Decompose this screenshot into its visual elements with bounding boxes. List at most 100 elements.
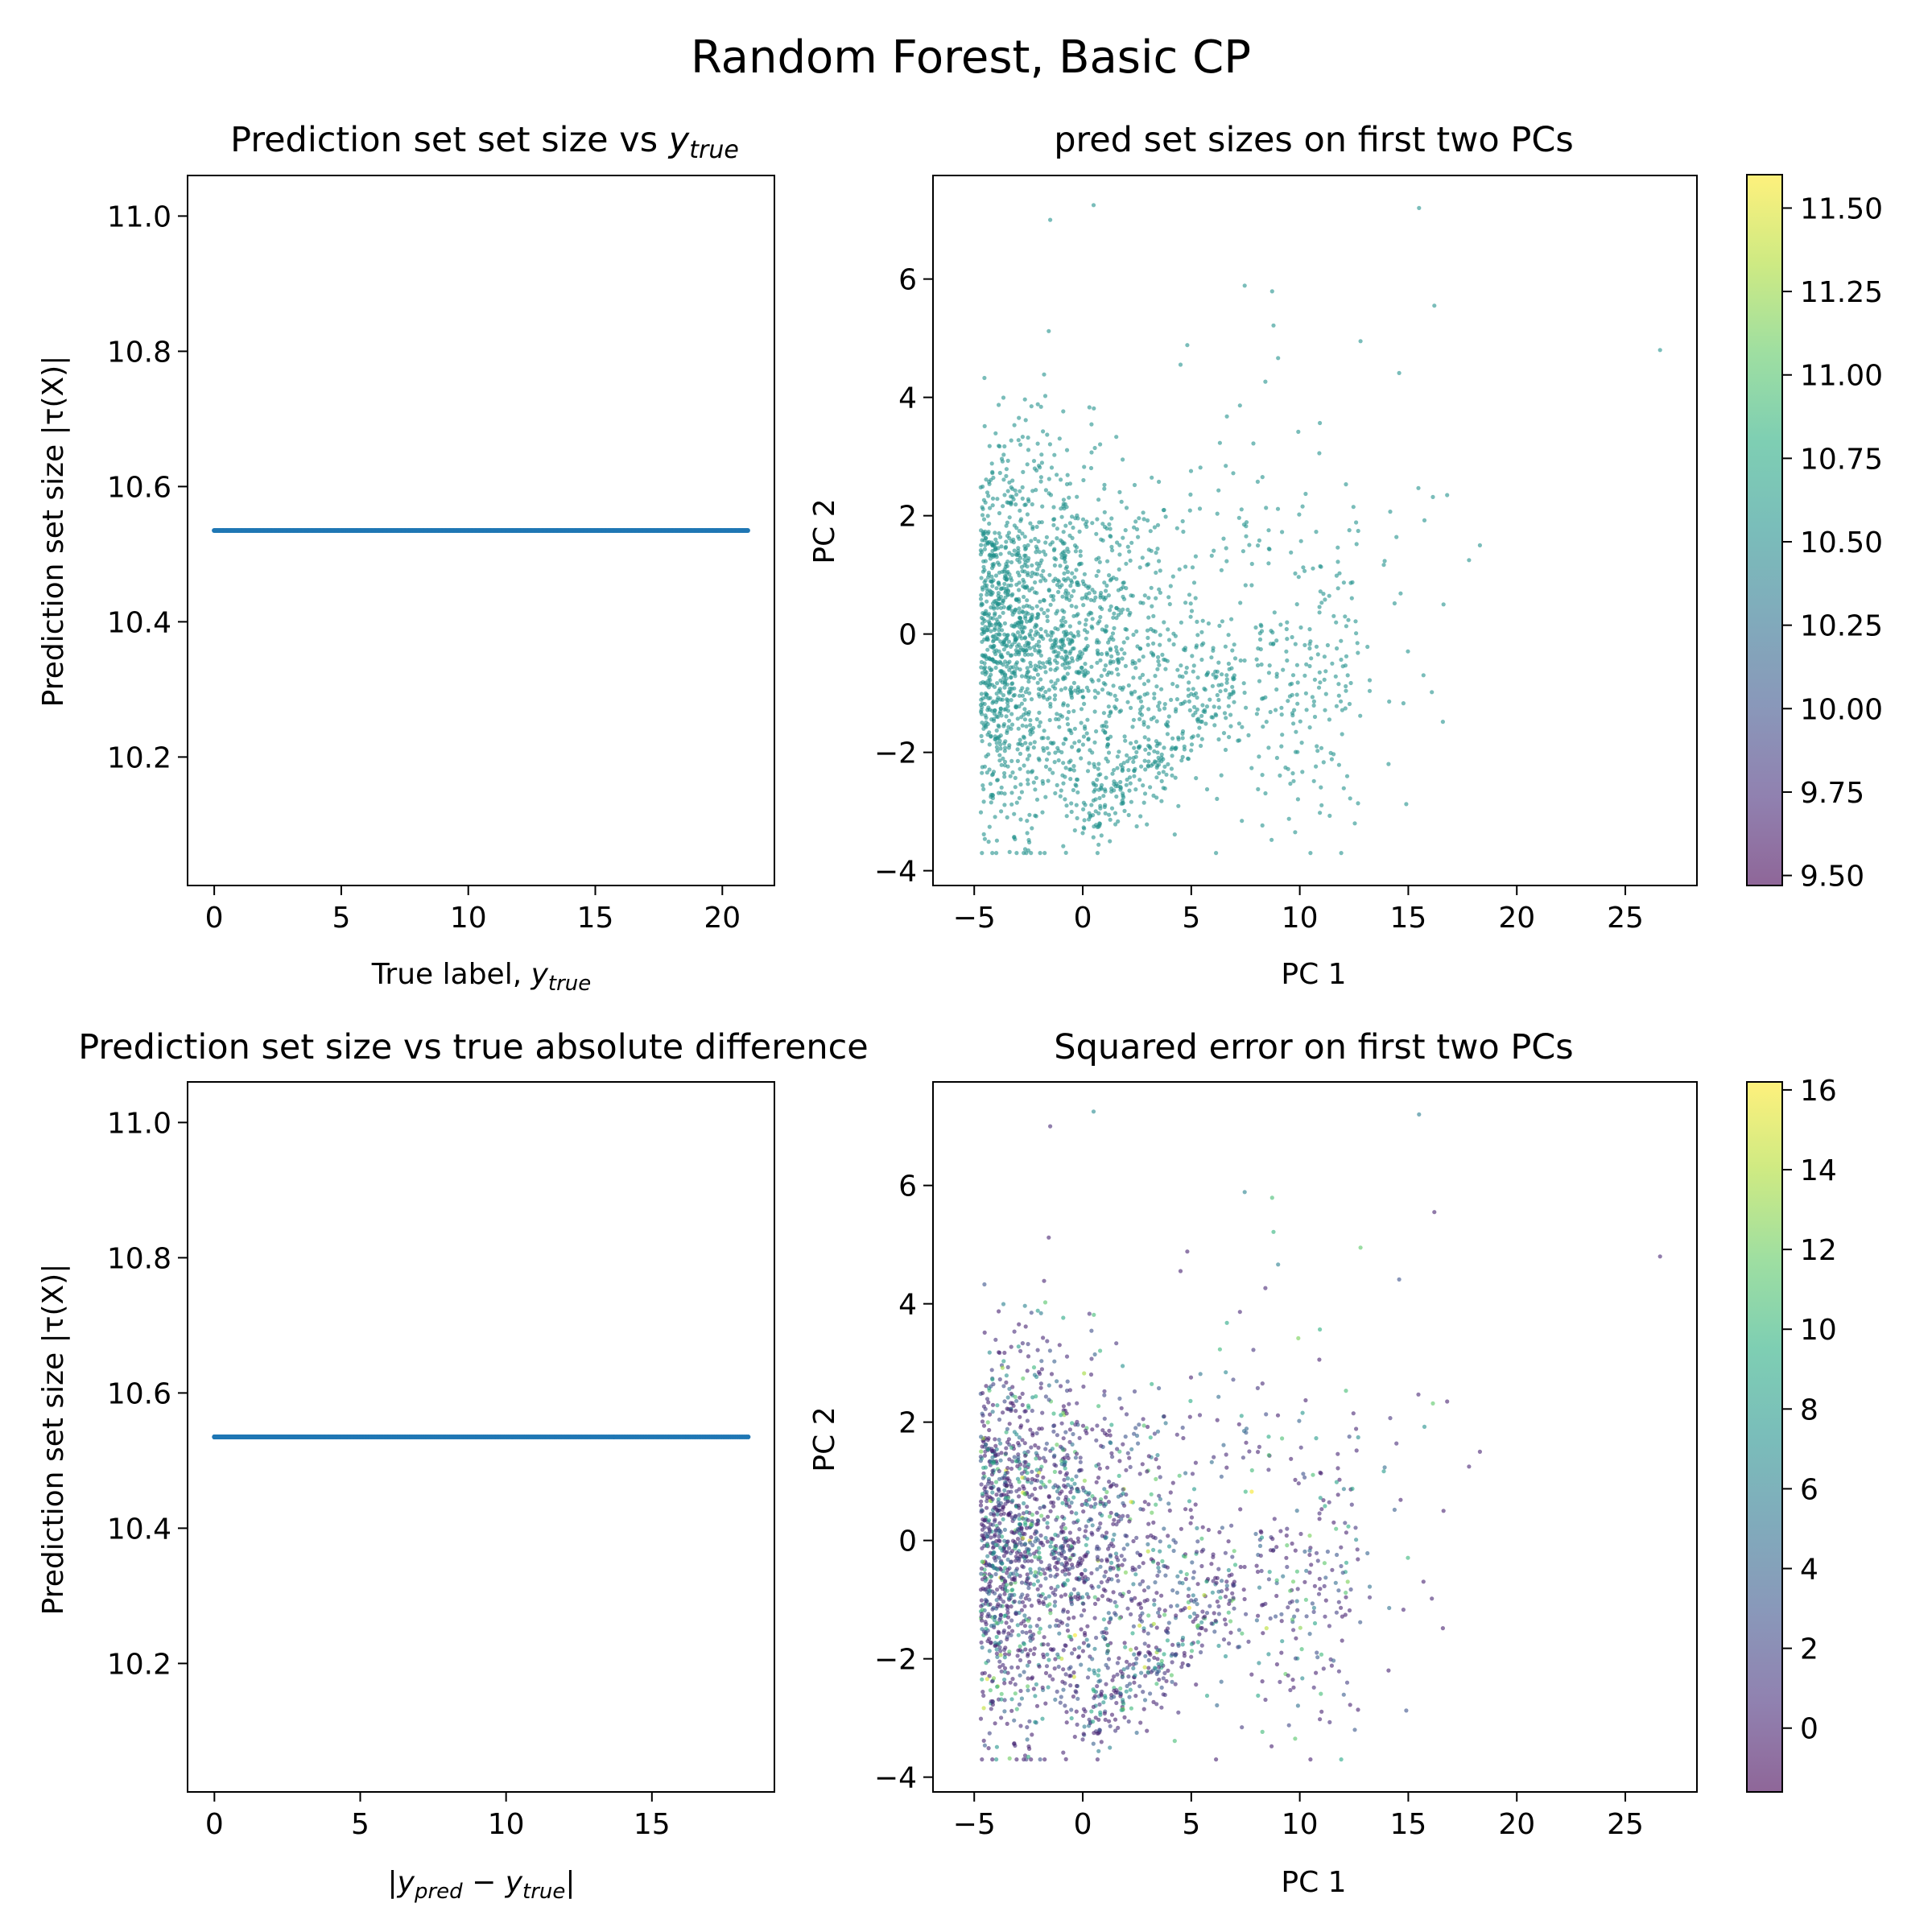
scatter-point (1026, 1354, 1031, 1359)
scatter-point (1126, 768, 1131, 773)
scatter-point (1010, 681, 1015, 686)
scatter-point (1017, 693, 1022, 698)
scatter-point (1026, 611, 1030, 616)
scatter-point (1281, 1574, 1286, 1579)
scatter-point (1042, 598, 1046, 603)
scatter-point (1004, 714, 1009, 719)
scatter-point (1054, 640, 1059, 645)
scatter-point (1056, 1557, 1061, 1562)
scatter-point (1067, 495, 1071, 500)
scatter-point (1063, 1592, 1067, 1597)
scatter-point (1076, 1539, 1081, 1544)
scatter-point (1037, 1567, 1042, 1571)
scatter-point (1206, 1527, 1211, 1533)
scatter-point (1097, 821, 1102, 826)
scatter-point (1116, 657, 1121, 662)
scatter-point (1129, 1647, 1133, 1652)
scatter-point (1014, 1707, 1019, 1711)
scatter-point (985, 628, 989, 633)
scatter-point (1116, 672, 1121, 677)
scatter-point (1137, 1564, 1141, 1569)
scatter-point (1156, 762, 1162, 767)
scatter-point (1061, 530, 1066, 535)
scatter-point (993, 537, 998, 542)
scatter-point (981, 799, 986, 804)
scatter-point (1194, 1550, 1199, 1554)
scatter-point (1068, 728, 1073, 733)
scatter-point (1096, 773, 1101, 778)
scatter-point (1146, 751, 1151, 756)
scatter-point (1020, 1475, 1025, 1480)
scatter-point (1261, 1631, 1265, 1636)
scatter-point (1013, 1612, 1019, 1616)
scatter-point (1105, 559, 1110, 564)
scatter-point (995, 778, 1000, 782)
panel3-frame (187, 1081, 775, 1793)
scatter-point (1002, 1677, 1007, 1682)
scatter-point (1387, 699, 1392, 704)
scatter-point (1103, 787, 1108, 792)
scatter-point (1040, 778, 1045, 783)
scatter-point (1264, 506, 1269, 510)
scatter-point (1232, 1549, 1236, 1554)
scatter-point (991, 770, 997, 774)
scatter-point (1038, 851, 1042, 856)
scatter-point (1097, 619, 1102, 624)
scatter-point (1075, 1696, 1080, 1701)
scatter-point (1214, 674, 1219, 679)
scatter-point (1014, 1488, 1019, 1493)
scatter-point (1029, 1604, 1034, 1608)
scatter-point (1026, 712, 1031, 716)
scatter-point (1219, 773, 1224, 778)
scatter-point (1289, 550, 1294, 555)
scatter-point (1022, 584, 1027, 590)
scatter-point (991, 475, 996, 481)
scatter-point (1160, 1558, 1165, 1563)
scatter-point (1052, 760, 1057, 765)
scatter-point (1107, 713, 1112, 719)
scatter-point (1154, 1476, 1158, 1481)
scatter-point (1279, 712, 1284, 717)
scatter-point (985, 514, 990, 518)
panel1-title: Prediction set set size vs ytrue (230, 120, 739, 164)
scatter-point (1071, 1587, 1076, 1591)
scatter-point (1061, 1687, 1066, 1692)
scatter-point (1064, 1720, 1069, 1725)
scatter-point (1084, 731, 1089, 736)
scatter-point (1048, 704, 1053, 709)
scatter-point (1061, 781, 1066, 786)
scatter-point (1117, 489, 1122, 495)
scatter-point (1019, 674, 1025, 679)
scatter-point (1145, 628, 1150, 633)
scatter-point (1354, 1448, 1359, 1453)
scatter-point (1043, 764, 1049, 770)
scatter-point (1101, 1700, 1106, 1705)
scatter-point (1152, 525, 1157, 530)
scatter-point (1312, 1583, 1317, 1588)
scatter-point (1291, 1685, 1296, 1690)
scatter-point (1029, 539, 1034, 543)
scatter-point (1043, 670, 1048, 675)
scatter-point (999, 544, 1004, 549)
scatter-point (1037, 520, 1042, 525)
scatter-point (1069, 594, 1074, 599)
scatter-point (1269, 289, 1274, 294)
scatter-point (1209, 1459, 1214, 1464)
scatter-point (1350, 580, 1355, 585)
scatter-point (1237, 403, 1242, 408)
scatter-point (1096, 1668, 1101, 1673)
scatter-point (1133, 787, 1138, 792)
scatter-point (1096, 762, 1101, 766)
scatter-point (987, 1527, 992, 1532)
scatter-point (1022, 763, 1026, 768)
scatter-point (1121, 607, 1125, 612)
scatter-point (1130, 658, 1135, 663)
scatter-point (993, 1517, 997, 1522)
scatter-point (1073, 516, 1078, 521)
scatter-point (1334, 1526, 1339, 1531)
scatter-point (990, 1757, 995, 1762)
scatter-point (1333, 674, 1338, 679)
scatter-point (987, 521, 992, 526)
scatter-point (1059, 655, 1064, 660)
scatter-point (1170, 773, 1174, 778)
